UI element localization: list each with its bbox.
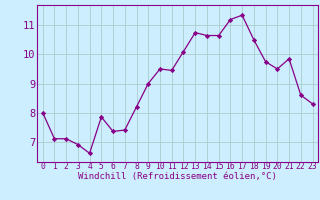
X-axis label: Windchill (Refroidissement éolien,°C): Windchill (Refroidissement éolien,°C) xyxy=(78,172,277,181)
